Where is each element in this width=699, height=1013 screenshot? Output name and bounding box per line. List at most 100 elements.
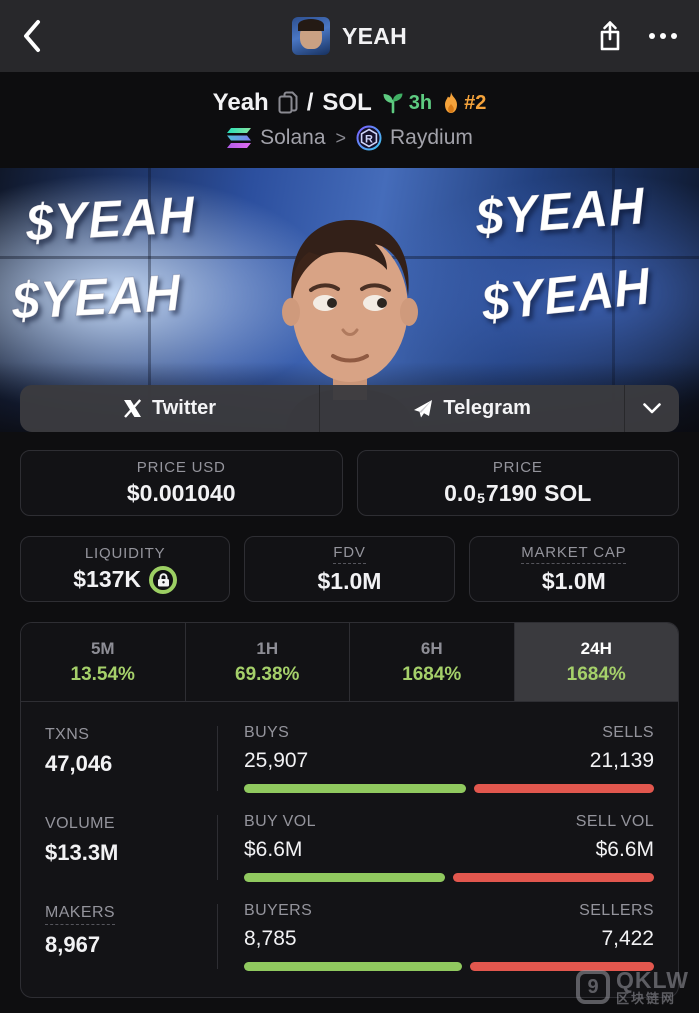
market-cap-label[interactable]: MARKET CAP [521,544,627,564]
makers-value: 8,967 [45,932,101,957]
banner-sticker: $YEAH [10,264,183,332]
volume-value: $13.3M [45,840,119,865]
liquidity-value: $137K [73,566,142,592]
trending-rank: #2 [441,91,486,115]
sell-vol-value: $6.6M [595,838,654,861]
txns-row: TXNS 47,046 BUYS SELLS 25,907 21,139 [21,714,678,803]
metrics-cards-row: LIQUIDITY $137K FDV $1.0M MARKET CAP $1.… [0,536,699,602]
fdv-label[interactable]: FDV [333,544,366,564]
price-native-label: PRICE [492,459,543,476]
timeframe-tab-5m[interactable]: 5M 13.54% [21,623,186,701]
pair-age-value: 3h [408,91,433,114]
buyers-sellers-meter [244,962,654,971]
page-title: YEAH [341,22,408,49]
svg-text:R: R [365,134,373,146]
volume-label: VOLUME [45,815,115,832]
trending-rank-value: #2 [464,91,487,114]
market-cap-card[interactable]: MARKET CAP $1.0M [468,536,679,602]
back-button[interactable] [22,19,62,53]
timeframe-change: 1684% [566,663,626,685]
token-avatar [291,17,330,55]
timeframe-tab-6h[interactable]: 6H 1684% [350,623,515,701]
sell-vol-label: SELL VOL [575,813,654,830]
watermark-subtitle: 区块链网 [616,991,677,1006]
chevron-down-icon [643,403,661,414]
more-links-button[interactable] [625,385,679,432]
token-banner[interactable]: $YEAH $YEAH $YEAH $YEAH Twi [0,168,699,432]
timeframe-tab-24h[interactable]: 24H 1684% [514,623,678,701]
social-links-bar: Twitter Telegram [20,385,679,432]
timeframe-tab-1h[interactable]: 1H 69.38% [185,623,350,701]
telegram-icon [414,399,433,417]
sell-bar-segment [473,784,654,793]
sell-bar-segment [469,962,654,971]
share-button[interactable] [597,20,623,52]
lock-icon [157,572,169,586]
sprout-icon [383,93,403,114]
price-usd-value: $0.001040 [126,480,236,506]
timeframe-tabs: 5M 13.54% 1H 69.38% 6H 1684% 24H 1684% [21,623,678,702]
twitter-label: Twitter [152,397,217,419]
token-base-name: Yeah [212,89,269,116]
price-unit: SOL [544,480,592,506]
site-watermark: 9 QKLW 区块链网 [576,969,689,1005]
sellers-label: SELLERS [579,902,654,919]
token-info-section: Yeah / SOL 3h #2 [0,72,699,168]
copy-icon[interactable] [278,91,298,115]
dex-link[interactable]: R Raydium [356,125,473,151]
buy-vol-value: $6.6M [244,838,303,861]
telegram-button[interactable]: Telegram [320,385,624,432]
watermark-brand: QKLW [616,967,689,993]
liquidity-label: LIQUIDITY [84,544,166,562]
market-cap-value: $1.0M [541,567,606,594]
chain-breadcrumb: Solana > R Raydium [226,125,473,151]
liquidity-locked-badge[interactable] [149,565,178,594]
buy-vol-label: BUY VOL [244,813,316,830]
sellers-value: 7,422 [601,927,654,950]
price-zero-part: 0.0 [444,480,477,506]
chain-link[interactable]: Solana [226,126,326,150]
price-native-card: PRICE 0.0 5 7190 SOL [356,450,679,516]
buyers-value: 8,785 [244,927,297,950]
makers-label[interactable]: MAKERS [45,904,115,925]
makers-row: MAKERS 8,967 BUYERS SELLERS 8,785 7,422 [21,892,678,981]
fdv-card[interactable]: FDV $1.0M [244,536,455,602]
token-quote-name: SOL [322,89,372,116]
price-subscript: 5 [477,490,485,506]
solana-icon [227,128,252,148]
timeframe-change: 69.38% [235,663,300,685]
divider [217,815,218,880]
raydium-icon: R [356,125,382,151]
volume-row: VOLUME $13.3M BUY VOL SELL VOL $6.6M $6.… [21,803,678,892]
divider [319,385,321,432]
buys-sells-meter [244,784,654,793]
banner-sticker: $YEAH [478,257,654,333]
txns-label: TXNS [45,726,90,743]
buys-value: 25,907 [244,749,309,772]
buy-bar-segment [244,962,462,971]
fdv-value: $1.0M [317,567,382,594]
top-nav-bar: YEAH [0,0,699,72]
price-usd-label: PRICE USD [136,459,226,476]
divider [624,385,626,432]
telegram-label: Telegram [443,397,531,419]
twitter-button[interactable]: Twitter [20,385,319,432]
pair-age: 3h [381,92,432,115]
dex-name: Raydium [390,126,473,149]
fire-icon [445,92,458,113]
price-usd-card: PRICE USD $0.001040 [20,450,343,516]
buyers-label: BUYERS [244,902,313,919]
breadcrumb-separator: > [335,127,347,148]
stats-panel: 5M 13.54% 1H 69.38% 6H 1684% 24H 1684% T… [20,622,679,998]
timeframe-change: 13.54% [70,663,135,685]
pair-line: Yeah / SOL 3h #2 [213,89,487,117]
timeframe-label: 24H [580,638,612,658]
timeframe-label: 6H [420,638,443,658]
avatar-hair-shape [297,19,324,31]
price-native-value: 0.0 5 7190 SOL [444,480,591,507]
sells-label: SELLS [602,724,654,741]
banner-sticker: $YEAH [473,177,648,248]
liquidity-card: LIQUIDITY $137K [20,536,231,602]
timeframe-label: 1H [256,638,279,658]
more-options-button[interactable] [649,33,677,39]
